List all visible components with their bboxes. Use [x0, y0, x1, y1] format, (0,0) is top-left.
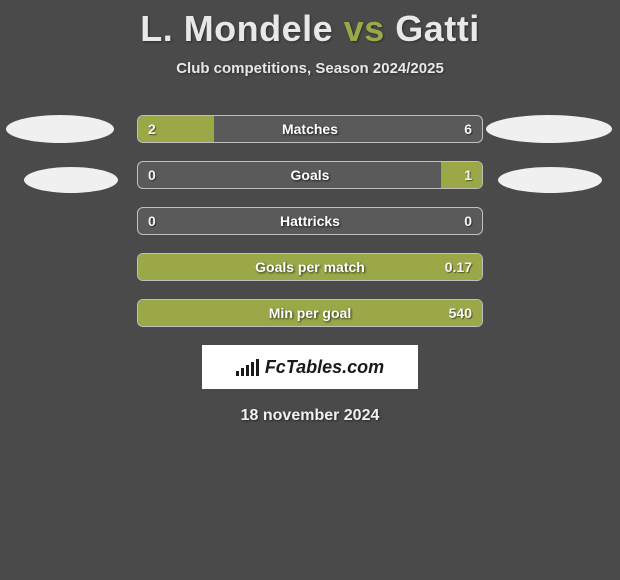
stat-label: Hattricks: [138, 213, 482, 229]
logo: FcTables.com: [236, 357, 384, 378]
logo-bars-icon: [236, 358, 259, 376]
date-text: 18 november 2024: [0, 407, 620, 425]
decorative-ellipse: [6, 115, 114, 143]
stat-value-right: 0.17: [445, 259, 472, 275]
stat-row: 0.17Goals per match: [137, 253, 483, 281]
subtitle: Club competitions, Season 2024/2025: [0, 60, 620, 77]
decorative-ellipse: [498, 167, 602, 193]
rows-container: 26Matches01Goals00Hattricks0.17Goals per…: [0, 115, 620, 327]
stat-label: Goals: [138, 167, 482, 183]
decorative-ellipse: [24, 167, 118, 193]
stat-value-right: 6: [464, 121, 472, 137]
stat-value-right: 0: [464, 213, 472, 229]
stat-value-right: 1: [464, 167, 472, 183]
bar-fill: [138, 300, 482, 326]
stat-value-right: 540: [449, 305, 472, 321]
player1-name: L. Mondele: [140, 8, 333, 49]
logo-text: FcTables.com: [265, 357, 384, 378]
comparison-title: L. Mondele vs Gatti: [0, 0, 620, 50]
stat-row: 540Min per goal: [137, 299, 483, 327]
stat-value-left: 0: [148, 213, 156, 229]
vs-text: vs: [344, 8, 385, 49]
logo-box: FcTables.com: [202, 345, 418, 389]
bar-fill-right: [441, 162, 482, 188]
stat-row: 0 1Goals: [137, 161, 483, 189]
bar-fill: [138, 254, 482, 280]
stat-row: 26Matches: [137, 115, 483, 143]
stat-value-left: 0: [148, 167, 156, 183]
player2-name: Gatti: [395, 8, 480, 49]
stat-value-left: 2: [148, 121, 156, 137]
decorative-ellipse: [486, 115, 612, 143]
comparison-chart: 26Matches01Goals00Hattricks0.17Goals per…: [0, 115, 620, 327]
stat-row: 0 0Hattricks: [137, 207, 483, 235]
